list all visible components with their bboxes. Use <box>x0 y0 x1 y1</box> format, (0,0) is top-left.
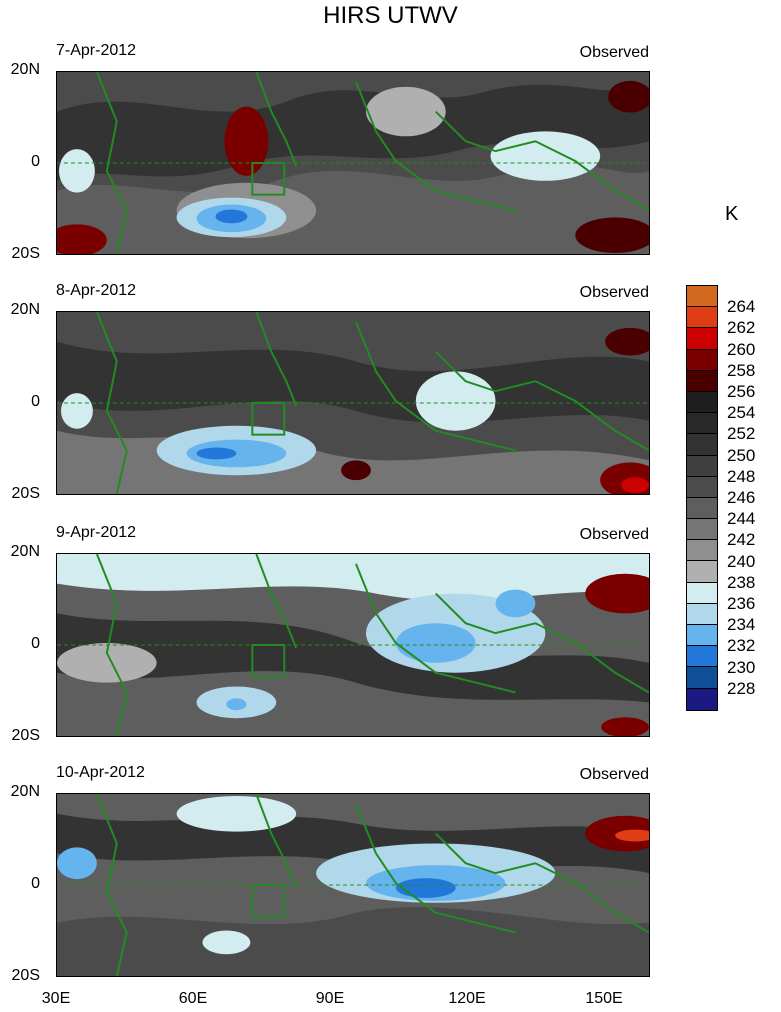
colorbar-swatch <box>687 519 717 541</box>
colorbar-tick-label: 262 <box>727 318 756 338</box>
colorbar-swatch <box>687 307 717 329</box>
colorbar-swatch <box>687 688 717 710</box>
contour-map <box>56 793 650 977</box>
lat-label-20n: 20N <box>10 301 40 318</box>
map-panel-2: 8-Apr-2012 Observed 20N 0 20S <box>0 240 781 502</box>
colorbar-swatch <box>687 455 717 477</box>
colorbar-tick-label: 242 <box>727 530 756 550</box>
lat-label-20n: 20N <box>10 783 40 800</box>
colorbar-tick-label: 230 <box>727 657 756 677</box>
colorbar-tick-label: 236 <box>727 594 756 613</box>
colorbar-swatch <box>687 497 717 520</box>
contour-map-graphic <box>57 554 649 736</box>
lat-label-20s: 20S <box>11 967 40 984</box>
contour-map <box>56 553 650 737</box>
panel-date: 8-Apr-2012 <box>56 282 137 299</box>
colorbar-swatch <box>687 349 717 371</box>
colorbar-swatch <box>687 476 717 498</box>
colorbar-tick-label: 246 <box>727 488 756 507</box>
lat-label-20s: 20S <box>11 245 40 262</box>
contour-map <box>56 311 650 495</box>
lat-label-20s: 20S <box>11 727 40 744</box>
colorbar-tick-label: 234 <box>727 615 756 635</box>
colorbar-tick-label: 250 <box>727 445 756 465</box>
lat-label-eq: 0 <box>31 153 40 170</box>
colorbar-unit: K <box>725 203 739 225</box>
lon-label-120e: 120E <box>448 990 486 1007</box>
colorbar-swatch <box>687 540 717 562</box>
lat-label-eq: 0 <box>31 635 40 652</box>
colorbar-tick-label: 228 <box>727 678 756 698</box>
colorbar-swatch <box>687 370 717 392</box>
colorbar-tick-label: 258 <box>727 360 756 380</box>
colorbar-swatch <box>687 434 717 456</box>
contour-map-graphic <box>57 72 649 254</box>
colorbar-tick-label: 240 <box>727 551 756 571</box>
colorbar-swatch <box>687 413 717 435</box>
colorbar-tick-label: 256 <box>727 382 756 401</box>
colorbar-tick-label: 238 <box>727 572 756 592</box>
contour-map-graphic <box>57 312 649 494</box>
lon-label-60e: 60E <box>178 990 208 1007</box>
colorbar-swatch <box>687 561 717 583</box>
lat-label-eq: 0 <box>31 393 40 410</box>
lon-label-90e: 90E <box>315 990 345 1007</box>
colorbar-tick-label: 232 <box>727 636 756 656</box>
figure-title: HIRS UTWV <box>323 2 458 29</box>
panel-status: Observed <box>579 766 649 783</box>
colorbar-swatch <box>687 667 717 689</box>
lon-label-150e: 150E <box>585 990 623 1007</box>
lat-label-20n: 20N <box>10 61 40 78</box>
colorbar <box>686 285 718 711</box>
map-panel-4: 10-Apr-2012 Observed 20N 0 20S <box>0 722 781 984</box>
lat-label-20n: 20N <box>10 543 40 560</box>
colorbar-tick-label: 252 <box>727 424 756 444</box>
contour-map-graphic <box>57 794 649 976</box>
map-panel-1: 7-Apr-2012 Observed 20N 0 20S <box>0 0 781 262</box>
colorbar-tick-label: 264 <box>727 297 756 317</box>
colorbar-swatch <box>687 582 717 604</box>
panel-date: 9-Apr-2012 <box>56 524 137 541</box>
lon-label-30e: 30E <box>41 990 71 1007</box>
colorbar-tick-label: 254 <box>727 403 756 423</box>
colorbar-swatch <box>687 328 717 350</box>
colorbar-tick-label: 248 <box>727 466 756 486</box>
panel-status: Observed <box>579 44 649 61</box>
contour-map <box>56 71 650 255</box>
lat-label-eq: 0 <box>31 875 40 892</box>
colorbar-swatch <box>687 286 717 308</box>
colorbar-swatch <box>687 646 717 668</box>
panel-date: 10-Apr-2012 <box>56 764 145 781</box>
colorbar-tick-label: 244 <box>727 509 756 529</box>
map-panel-3: 9-Apr-2012 Observed 20N 0 20S <box>0 482 781 744</box>
panel-status: Observed <box>579 526 649 543</box>
colorbar-swatch <box>687 391 717 414</box>
colorbar-tick-label: 260 <box>727 339 756 359</box>
panel-date: 7-Apr-2012 <box>56 42 137 59</box>
lat-label-20s: 20S <box>11 485 40 502</box>
colorbar-swatch <box>687 603 717 625</box>
colorbar-swatch <box>687 625 717 647</box>
panel-status: Observed <box>579 284 649 301</box>
